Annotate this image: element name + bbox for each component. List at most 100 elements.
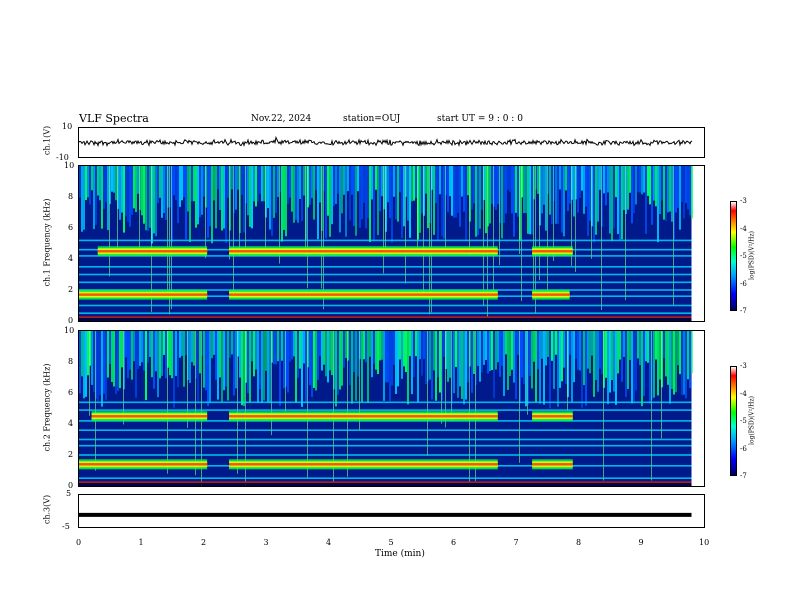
spectrogram-noise-column	[267, 331, 269, 403]
spectrogram-noise-column	[689, 331, 691, 389]
spectrogram-noise-column	[517, 166, 519, 217]
spectrogram-noise-column	[593, 166, 595, 243]
spectrogram-noise-column	[151, 331, 153, 378]
spectrogram-noise-column	[679, 166, 681, 230]
spectrogram-noise-column	[607, 331, 609, 405]
spectrogram-noise-column	[365, 331, 367, 363]
spectrogram-noise-column	[625, 331, 627, 398]
spectrogram-noise-column	[335, 166, 337, 205]
spectrogram-noise-column	[511, 166, 513, 214]
spectrogram-noise-column	[125, 331, 127, 358]
spectrogram-noise-column	[551, 331, 553, 361]
spectrogram-noise-column	[633, 331, 635, 404]
spectrogram-noise-column	[505, 166, 507, 214]
spectrogram-noise-column	[321, 331, 323, 371]
spectrogram-noise-column	[343, 166, 345, 195]
spectrogram-noise-column	[189, 166, 191, 243]
spectrogram-noise-column	[127, 166, 129, 222]
spectrogram-noise-column	[123, 166, 125, 233]
spectrogram-noise-column	[153, 331, 155, 389]
spectrogram-noise-column	[459, 166, 461, 227]
spectrogram-noise-column	[183, 331, 185, 387]
spectrogram-noise-column	[419, 166, 421, 233]
spectrogram-noise-column	[329, 331, 331, 371]
spectrogram-noise-column	[99, 331, 101, 396]
spectrogram-noise-column	[557, 331, 559, 407]
spectrogram-noise-column	[595, 166, 597, 235]
spectrogram-noise-column	[165, 166, 167, 220]
spectrogram-noise-column	[507, 166, 509, 190]
spectrogram-noise-column	[141, 166, 143, 216]
spectrogram-noise-column	[215, 331, 217, 380]
spectrogram-noise-column	[409, 331, 411, 357]
spectrogram-band	[79, 409, 692, 411]
spectrogram-noise-column	[199, 331, 201, 374]
colorbar-tick: -3	[740, 197, 747, 205]
spectrogram-noise-column	[491, 166, 493, 204]
spec1-ylabel: ch.1 Frequency (kHz)	[42, 198, 52, 287]
spectrogram-strong-segment	[532, 415, 573, 418]
spectrogram-noise-column	[539, 331, 541, 404]
spectrogram-noise-column	[439, 331, 441, 393]
spectrogram-noise-column	[301, 331, 303, 407]
x-axis-tick: 7	[513, 538, 519, 547]
spectrogram-noise-column	[181, 331, 183, 356]
spectrogram-noise-column	[617, 166, 619, 235]
spectrogram-noise-column	[107, 331, 109, 378]
spectrogram-noise-column	[551, 166, 553, 224]
spectrogram-noise-column	[561, 166, 563, 233]
colorbar-tick: -5	[740, 252, 747, 260]
spectrogram-noise-column	[149, 331, 151, 357]
spectrogram-noise-column	[173, 331, 175, 408]
spectrogram-noise-column	[165, 331, 167, 379]
spectrogram-noise-column	[169, 331, 171, 376]
spectrogram-noise-column	[403, 166, 405, 227]
spectrogram-noise-column	[253, 331, 255, 377]
spectrogram-noise-column	[461, 331, 463, 399]
spectrogram-noise-column	[379, 166, 381, 212]
spectrogram-noise-column	[231, 331, 233, 355]
spectrogram-noise-column	[657, 331, 659, 396]
spectrogram-noise-column	[279, 331, 281, 406]
spectrogram-noise-column	[431, 331, 433, 400]
spectrogram-noise-column	[241, 166, 243, 195]
spectrogram-noise-column	[267, 166, 269, 209]
spectrogram-noise-column	[93, 166, 95, 230]
waveform-ch1-panel	[78, 127, 705, 158]
spectrogram-noise-column	[135, 331, 137, 398]
spectrogram-noise-column	[661, 166, 663, 201]
spectrogram-noise-column	[189, 331, 191, 384]
spectrogram-noise-column	[521, 331, 523, 378]
spectrogram-noise-column	[313, 331, 315, 388]
spectrogram-noise-column	[399, 166, 401, 193]
spectrogram-noise-column	[155, 166, 157, 237]
ch1-ytick-top: 10	[62, 122, 73, 131]
spectrogram-noise-column	[525, 166, 527, 213]
spectrogram-noise-column	[365, 166, 367, 229]
spectrogram-noise-column	[421, 331, 423, 376]
spectrogram-noise-column	[191, 331, 193, 363]
spectrogram-noise-column	[515, 331, 517, 400]
spectrogram-noise-column	[269, 331, 271, 403]
spectrogram-noise-column	[345, 331, 347, 359]
start-time-label: start UT = 9 : 0 : 0	[437, 114, 523, 124]
spectrogram-noise-column	[417, 331, 419, 403]
spectrogram-noise-column	[607, 166, 609, 193]
spectrogram-noise-column	[569, 166, 571, 204]
spectrogram-noise-column	[537, 331, 539, 370]
spec1ticks-ytick: 0	[68, 316, 74, 325]
spec2ticks-ytick: 4	[68, 419, 74, 428]
spectrogram-noise-column	[377, 331, 379, 375]
spectrogram-noise-column	[203, 166, 205, 197]
spectrogram-noise-column	[147, 166, 149, 232]
spectrogram-noise-column	[485, 166, 487, 234]
spectrogram-noise-column	[261, 331, 263, 403]
spectrogram-noise-column	[615, 166, 617, 198]
spectrogram-noise-column	[435, 166, 437, 204]
spectrogram-noise-column	[85, 166, 87, 200]
spectrogram-noise-column	[671, 166, 673, 222]
spectrogram-noise-column	[641, 166, 643, 195]
spectrogram-noise-column	[597, 331, 599, 392]
spectrogram-noise-column	[511, 331, 513, 370]
spectrogram-noise-column	[309, 166, 311, 205]
